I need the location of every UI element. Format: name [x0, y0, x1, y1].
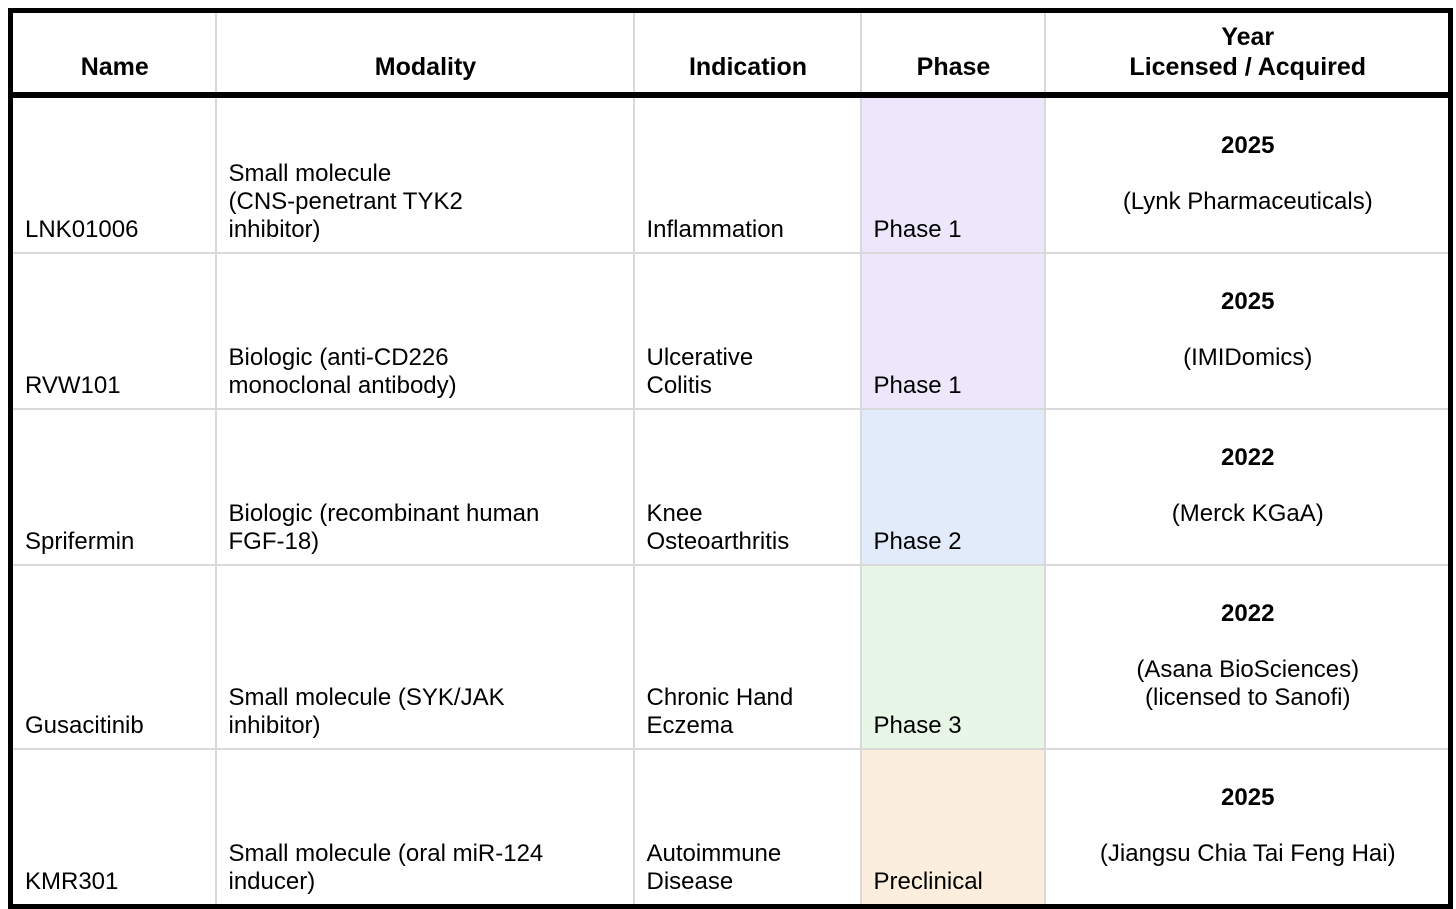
col-header-phase: Phase — [859, 9, 1046, 98]
cell-drug-name: Gusacitinib — [9, 563, 217, 750]
year-source: (Asana BioSciences) (licensed to Sanofi) — [1136, 655, 1360, 711]
cell-phase: Phase 1 — [859, 251, 1046, 410]
cell-year: 2022 (Asana BioSciences) (licensed to Sa… — [1043, 563, 1452, 750]
header-row: Name Modality Indication Phase Year Lice… — [9, 9, 1452, 98]
table-row: Sprifermin Biologic (recombinant human F… — [9, 407, 1452, 566]
cell-drug-name: RVW101 — [9, 251, 217, 410]
drug-pipeline-table: Name Modality Indication Phase Year Lice… — [8, 8, 1453, 909]
table-row: Gusacitinib Small molecule (SYK/JAK inhi… — [9, 563, 1452, 750]
col-header-name: Name — [9, 9, 217, 98]
cell-indication: Knee Osteoarthritis — [632, 407, 862, 566]
year-value: 2022 — [1221, 599, 1275, 627]
cell-indication: Inflammation — [632, 93, 862, 254]
col-header-modality: Modality — [214, 9, 635, 98]
cell-modality: Small molecule (oral miR-124 inducer) — [214, 747, 635, 907]
cell-drug-name: LNK01006 — [9, 93, 217, 254]
col-header-indication: Indication — [632, 9, 862, 98]
year-source: (Lynk Pharmaceuticals) — [1122, 187, 1373, 215]
cell-year: 2022 (Merck KGaA) — [1043, 407, 1452, 566]
year-value: 2025 — [1221, 131, 1275, 159]
cell-drug-name: Sprifermin — [9, 407, 217, 566]
cell-year: 2025 (Lynk Pharmaceuticals) — [1043, 93, 1452, 254]
year-source: (IMIDomics) — [1183, 343, 1313, 371]
cell-modality: Small molecule (CNS-penetrant TYK2 inhib… — [214, 93, 635, 254]
cell-modality: Small molecule (SYK/JAK inhibitor) — [214, 563, 635, 750]
cell-phase: Phase 2 — [859, 407, 1046, 566]
col-header-year-licensed: Year Licensed / Acquired — [1043, 9, 1452, 98]
cell-phase: Preclinical — [859, 747, 1046, 907]
cell-phase: Phase 3 — [859, 563, 1046, 750]
cell-indication: Autoimmune Disease — [632, 747, 862, 907]
cell-phase: Phase 1 — [859, 93, 1046, 254]
year-value: 2025 — [1221, 783, 1275, 811]
cell-modality: Biologic (anti-CD226 monoclonal antibody… — [214, 251, 635, 410]
cell-year: 2025 (IMIDomics) — [1043, 251, 1452, 410]
year-source: (Merck KGaA) — [1171, 499, 1324, 527]
cell-modality: Biologic (recombinant human FGF-18) — [214, 407, 635, 566]
cell-indication: Chronic Hand Eczema — [632, 563, 862, 750]
year-value: 2025 — [1221, 287, 1275, 315]
year-source: (Jiangsu Chia Tai Feng Hai) — [1099, 839, 1396, 867]
cell-drug-name: KMR301 — [9, 747, 217, 907]
table-row: RVW101 Biologic (anti-CD226 monoclonal a… — [9, 251, 1452, 410]
year-value: 2022 — [1221, 443, 1275, 471]
table-row: LNK01006 Small molecule (CNS-penetrant T… — [9, 93, 1452, 254]
cell-year: 2025 (Jiangsu Chia Tai Feng Hai) — [1043, 747, 1452, 907]
cell-indication: Ulcerative Colitis — [632, 251, 862, 410]
table-row: KMR301 Small molecule (oral miR-124 indu… — [9, 747, 1452, 907]
